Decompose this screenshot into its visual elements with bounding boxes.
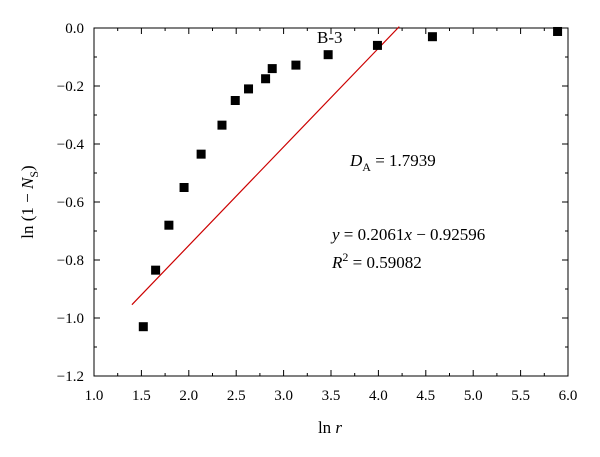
y-tick-label: −0.4 [57,137,85,153]
data-point [151,265,161,275]
data-points [138,26,563,332]
da-annotation: DA = 1.7939 [349,151,436,174]
y-tick-label: −1.2 [57,369,84,385]
y-tick-label: −0.8 [57,253,84,269]
x-axis-ticks: 1.0 1.5 2.0 2.5 3.0 3.5 4.0 4.5 5.0 5.5 6.0 [85,28,578,404]
series-label: B-3 [317,28,343,47]
data-point [196,149,206,159]
data-point [427,32,437,42]
fit-line [131,26,400,306]
x-tick-label: 3.5 [322,388,341,404]
x-tick-label: 1.0 [85,388,104,404]
x-tick-label: 1.5 [132,388,151,404]
plot-area [93,27,569,377]
y-tick-label: −1.0 [57,311,84,327]
y-tick-label: −0.6 [57,195,85,211]
r-squared: R2 = 0.59082 [331,250,422,272]
y-tick-label: −0.2 [57,79,84,95]
data-point [164,220,174,230]
data-point [291,60,301,70]
x-axis-title: ln r [318,418,342,437]
y-tick-label: 0.0 [65,21,84,37]
x-tick-label: 2.0 [179,388,198,404]
data-point [267,64,277,74]
data-point [323,50,333,60]
x-tick-label: 5.0 [464,388,483,404]
x-tick-label: 4.0 [369,388,388,404]
data-point [553,26,563,36]
data-point [179,183,189,192]
data-point [372,40,382,50]
plot-frame [93,27,569,377]
data-point [138,322,148,332]
x-tick-label: 2.5 [227,388,246,404]
x-tick-label: 6.0 [559,388,578,404]
fit-line-group [131,26,400,306]
y-axis-title: ln (1 − NS) [18,165,41,238]
data-point [261,74,271,84]
data-point [217,120,227,130]
x-tick-label: 3.0 [274,388,293,404]
fit-equation: y = 0.2061x − 0.92596 [330,225,485,244]
y-axis-ticks: 0.0 −0.2 −0.4 −0.6 −0.8 −1.0 −1.2 [57,21,568,385]
x-tick-label: 5.5 [511,388,530,404]
data-point [244,84,254,94]
x-tick-label: 4.5 [416,388,435,404]
data-point [230,96,240,105]
